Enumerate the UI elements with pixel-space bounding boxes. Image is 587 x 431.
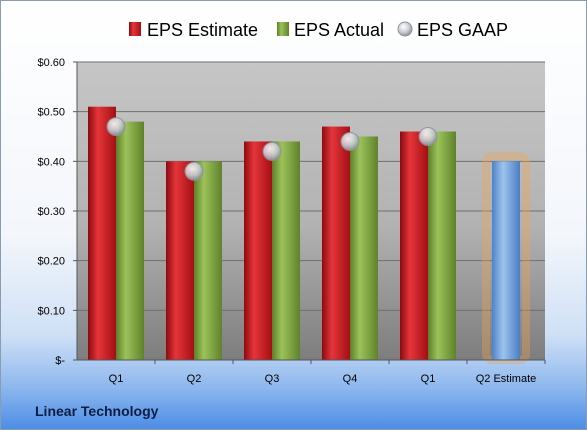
bar-eps-actual: [272, 141, 300, 360]
bar-eps-estimate: [400, 131, 428, 360]
legend-swatch-actual: [277, 22, 289, 36]
bar-eps-forecast: [492, 161, 520, 360]
company-name: Linear Technology: [35, 403, 159, 419]
axes: $- $0.10 $0.20 $0.30 $0.40 $0.50 $0.60 Q1 Q2 Q3 Q4…: [37, 57, 546, 385]
bar-eps-actual: [116, 121, 144, 360]
y-tick-label: $0.10: [37, 305, 65, 317]
legend-label-estimate: EPS Estimate: [147, 20, 258, 40]
bar-eps-estimate: [166, 161, 194, 360]
x-tick-label: Q1: [109, 373, 124, 385]
bars: [88, 106, 530, 364]
legend-label-gaap: EPS GAAP: [417, 20, 508, 40]
bar-eps-actual: [350, 136, 378, 360]
legend-marker-gaap: [397, 21, 413, 37]
x-tick-label: Q2 Estimate: [476, 373, 537, 385]
gaap-markers: [106, 117, 438, 181]
legend-swatch-estimate: [129, 22, 141, 36]
x-tick-label: Q4: [343, 373, 358, 385]
legend-label-actual: EPS Actual: [294, 20, 384, 40]
marker-eps-gaap: [262, 141, 282, 161]
marker-eps-gaap: [106, 117, 126, 137]
bar-eps-estimate: [88, 106, 116, 360]
y-tick-label: $0.50: [37, 107, 65, 119]
x-tick-label: Q2: [187, 373, 202, 385]
y-tick-label: $0.30: [37, 206, 65, 218]
x-tick-label: Q3: [265, 373, 280, 385]
bar-eps-actual: [428, 131, 456, 360]
marker-eps-gaap: [184, 161, 204, 181]
x-tick-label: Q1: [421, 373, 436, 385]
bar-eps-estimate: [244, 141, 272, 360]
marker-eps-gaap: [418, 127, 438, 146]
legend: EPS Estimate EPS Actual EPS GAAP: [129, 20, 508, 40]
y-tick-label: $0.60: [37, 57, 65, 69]
bar-eps-actual: [194, 161, 222, 360]
bar-eps-estimate: [322, 126, 350, 360]
marker-eps-gaap: [340, 131, 360, 151]
gridlines: [77, 61, 545, 311]
y-tick-label: $0.20: [37, 256, 65, 268]
y-tick-label: $-: [55, 355, 65, 367]
y-tick-label: $0.40: [37, 156, 65, 168]
